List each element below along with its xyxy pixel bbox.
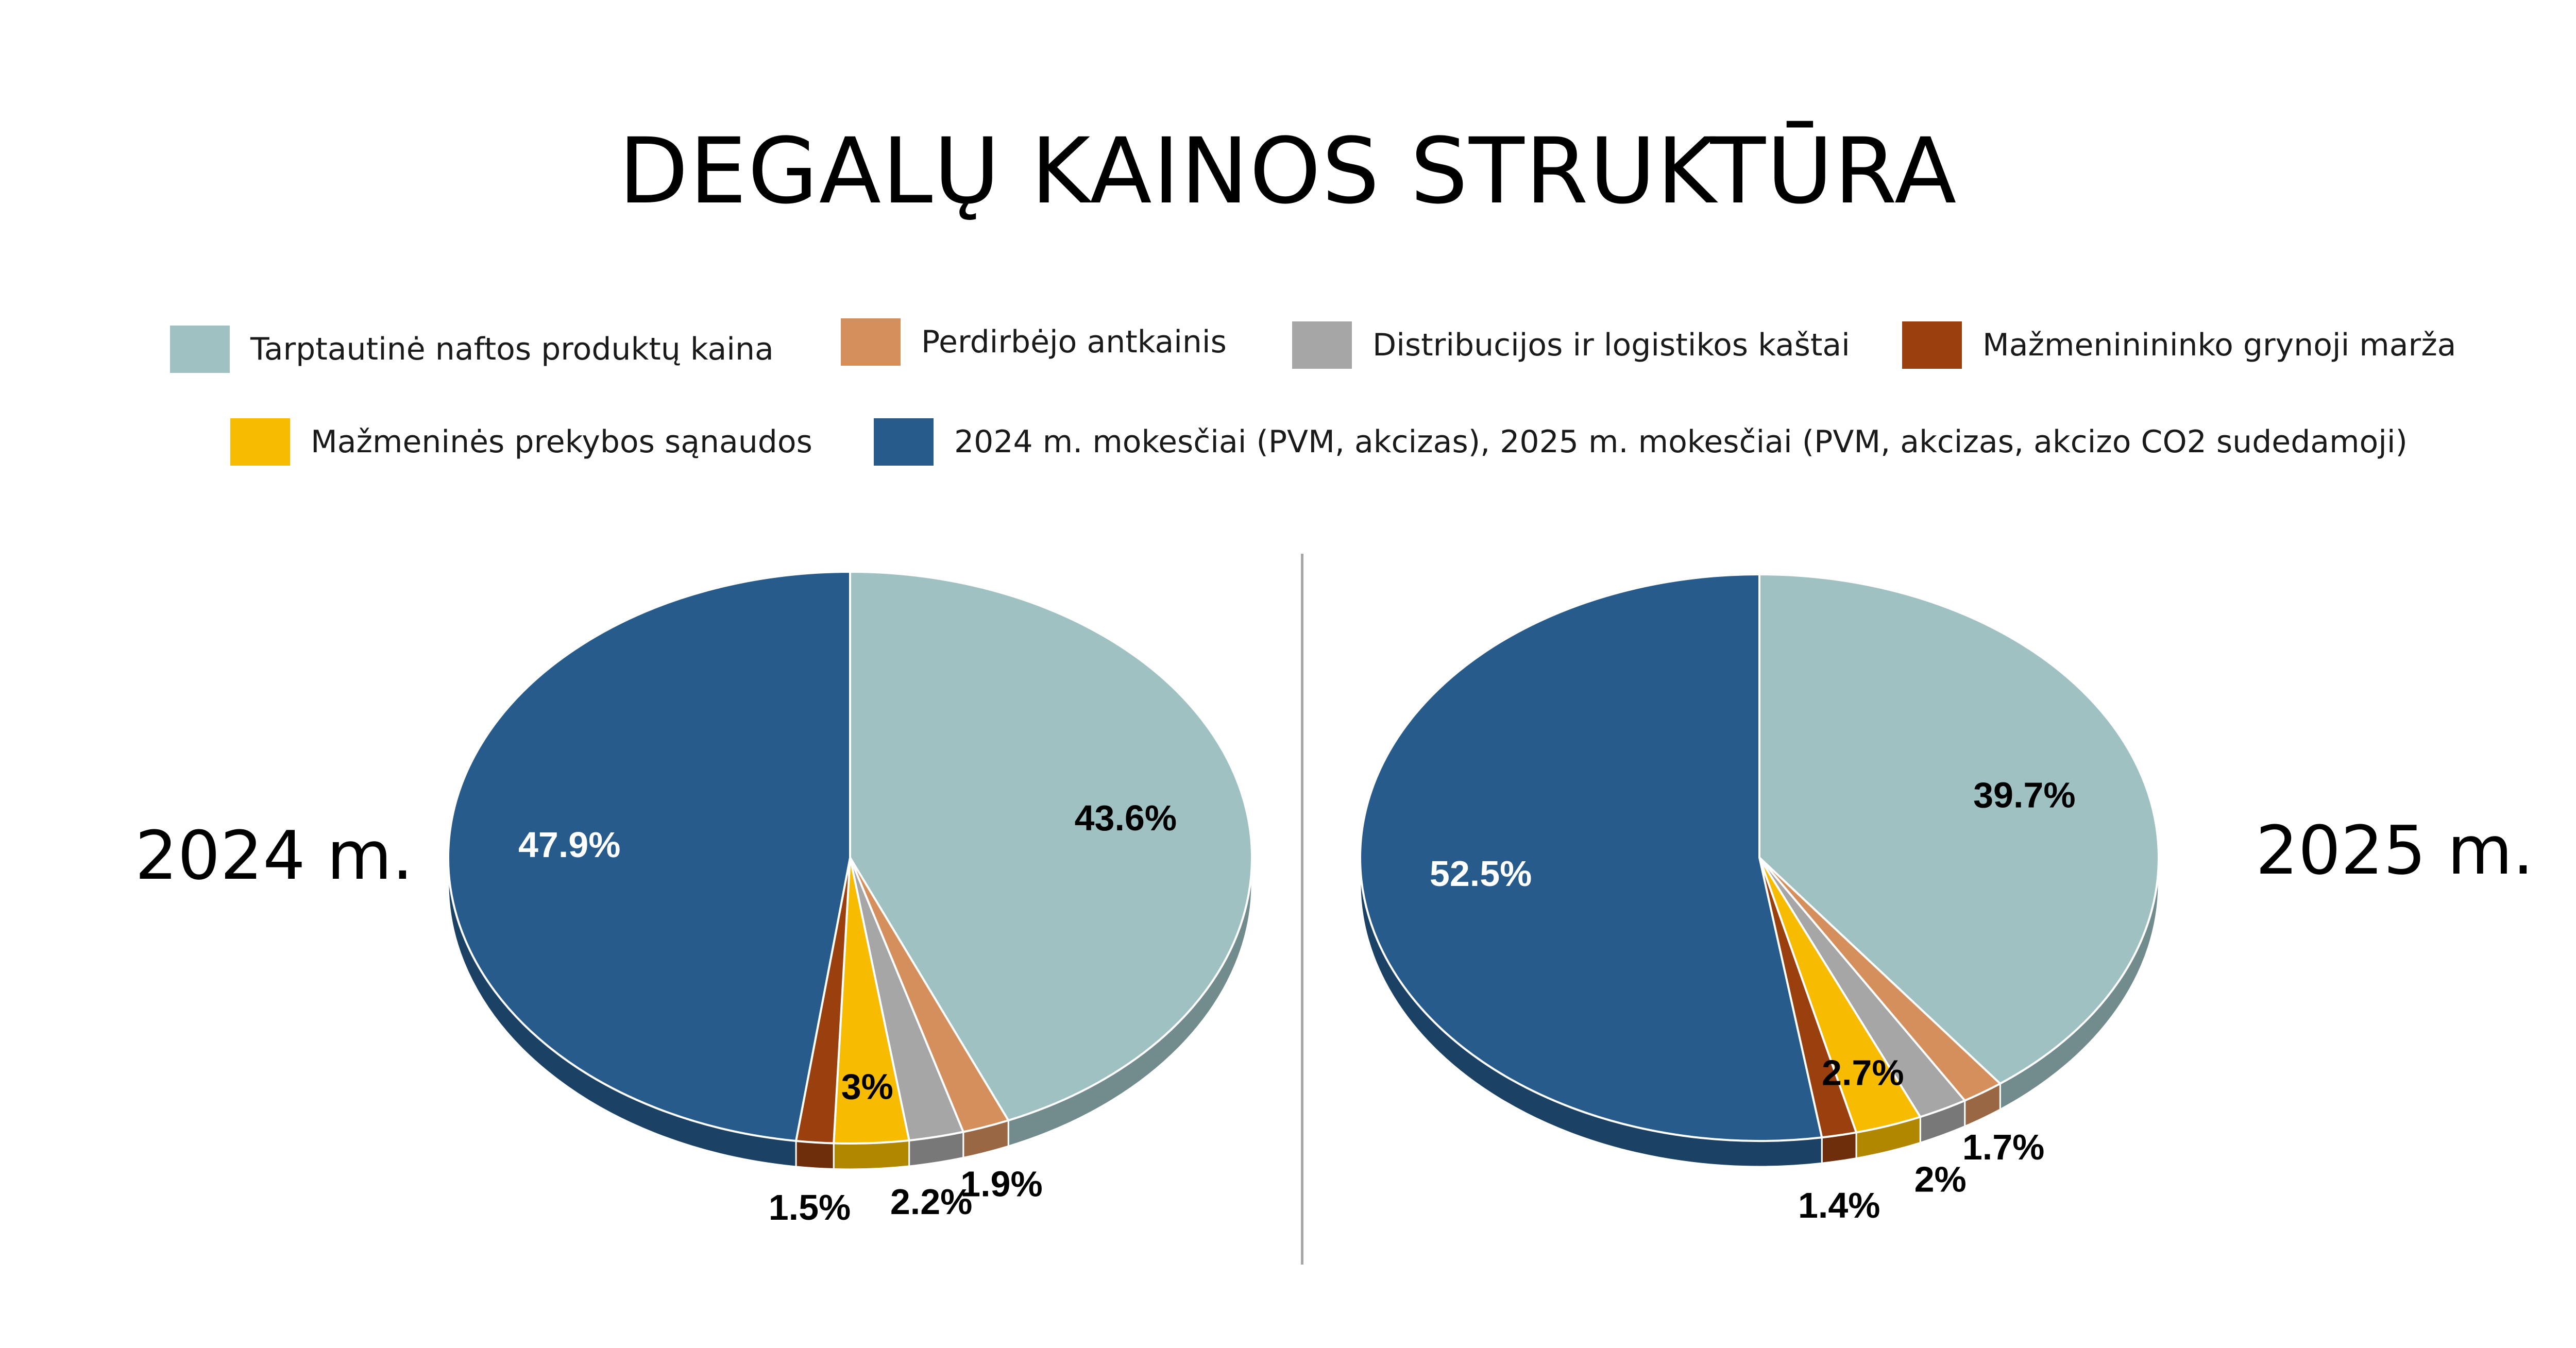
legend-label: Mažmeninės prekybos sąnaudos [311,424,812,460]
pie-slice-international-price [1758,573,2160,1085]
data-label-taxes: 47.9% [518,825,620,865]
data-label-international-price: 43.6% [1075,798,1177,838]
legend-item-taxes: 2024 m. mokesčiai (PVM, akcizas), 2025 m… [874,418,2408,466]
legend-item-international-price: Tarptautinė naftos produktų kaina [170,326,774,373]
legend-swatch [1902,321,1962,369]
pie-2025: 39.7% 1.7%2% 2.7% 1.4% 52.5% [1359,573,2160,1225]
legend-swatch [874,418,934,466]
legend-item-retail-costs: Mažmeninės prekybos sąnaudos [230,418,812,466]
pie-2024: 43.6% 1.9%2.2% 3% 1.5% 47.9% [447,570,1253,1227]
chart-divider [1301,554,1303,1265]
legend-label: Perdirbėjo antkainis [921,324,1227,360]
legend-label: Distribucijos ir logistikos kaštai [1372,327,1850,363]
legend-label: Mažmeninininko grynoji marža [1982,327,2456,363]
pie-slice-taxes [447,570,851,1142]
data-label-retailer-margin: 1.5% [769,1187,851,1227]
pie-side-retailer-margin [795,1140,835,1170]
legend-swatch [841,318,901,366]
data-label-distribution-costs: 2.2% [890,1182,973,1222]
data-label-refiner-markup: 1.9% [960,1164,1043,1204]
data-label-international-price: 39.7% [1973,775,2075,815]
data-label-retail-costs: 3% [841,1066,893,1106]
legend-swatch [1292,321,1352,369]
pie-slice-taxes [1359,573,1823,1142]
pie-side-retail-costs [833,1139,910,1170]
legend-item-refiner-markup: Perdirbėjo antkainis [841,318,1227,366]
legend-item-distribution-costs: Distribucijos ir logistikos kaštai [1292,321,1850,369]
data-label-distribution-costs: 2% [1914,1159,1967,1199]
legend-item-retailer-margin: Mažmeninininko grynoji marža [1902,321,2456,369]
legend-label: 2024 m. mokesčiai (PVM, akcizas), 2025 m… [954,424,2408,460]
data-label-refiner-markup: 1.7% [1962,1127,2045,1167]
pie-slice-international-price [849,570,1253,1122]
data-label-retailer-margin: 1.4% [1798,1185,1880,1225]
data-label-retail-costs: 2.7% [1822,1052,1904,1093]
legend-label: Tarptautinė naftos produktų kaina [250,331,774,367]
chart-title: DEGALŲ KAINOS STRUKTŪRA [618,118,1958,224]
legend-swatch [170,326,230,373]
legend-swatch [230,418,290,466]
pie-title-2024: 2024 m. [135,816,414,895]
pie-title-2025: 2025 m. [2256,811,2534,890]
data-label-taxes: 52.5% [1430,854,1532,894]
